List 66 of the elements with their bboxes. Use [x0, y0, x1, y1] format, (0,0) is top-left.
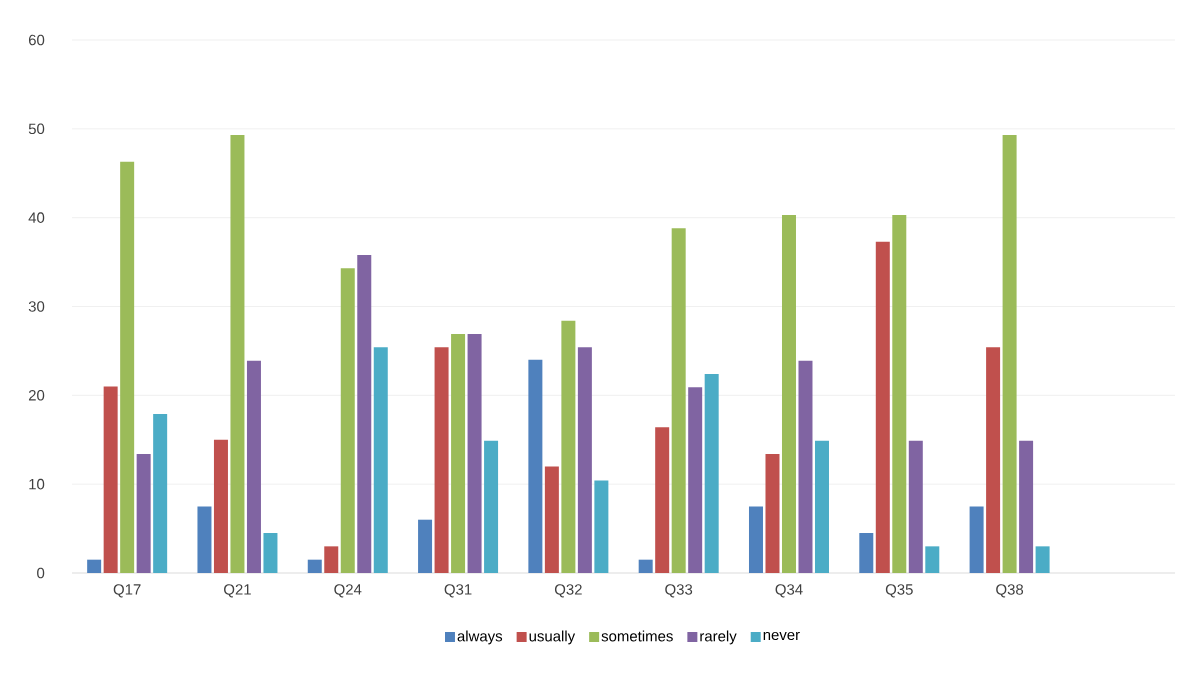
bar [688, 387, 703, 573]
bar [1035, 546, 1050, 573]
bar [814, 440, 829, 573]
legend-label: rarely [700, 630, 737, 645]
bar [892, 215, 907, 573]
bar [577, 347, 592, 573]
x-tick-label: Q31 [444, 584, 472, 598]
x-tick-label: Q35 [885, 584, 913, 598]
legend-label: never [763, 631, 800, 641]
bar [781, 215, 796, 573]
bar [246, 360, 261, 573]
y-tick-label: 10 [29, 478, 45, 490]
bar [1019, 440, 1034, 573]
bar [561, 320, 576, 573]
x-tick-label: Q32 [554, 584, 582, 598]
bar [1002, 135, 1017, 573]
bar [418, 519, 433, 573]
bar [340, 268, 355, 573]
bar [969, 506, 984, 573]
bar [638, 559, 653, 573]
bar [467, 334, 482, 573]
x-tick-label: Q21 [224, 584, 251, 598]
y-tick-label: 20 [28, 390, 45, 401]
bar [434, 347, 449, 573]
bar [986, 347, 1001, 573]
bar [908, 440, 923, 573]
y-tick-label: 40 [28, 212, 45, 223]
bar [671, 228, 686, 573]
bar [748, 506, 763, 573]
bar [451, 334, 466, 573]
x-tick-label: Q38 [996, 584, 1024, 598]
bar [357, 254, 372, 573]
bar [103, 386, 118, 573]
bar [925, 546, 940, 573]
y-tick-label: 0 [37, 567, 45, 579]
x-tick-label: Q33 [665, 584, 693, 598]
y-tick-label: 60 [28, 34, 45, 46]
bar [859, 533, 874, 573]
bar [544, 466, 559, 573]
bar [655, 427, 670, 573]
bar [594, 480, 609, 573]
bar [197, 506, 212, 573]
bar [87, 559, 102, 573]
bar [704, 374, 719, 573]
bar [263, 533, 278, 573]
bar [213, 439, 228, 573]
bar [230, 135, 245, 573]
bar [875, 241, 890, 573]
bar [484, 440, 499, 573]
bar [765, 453, 780, 573]
y-tick-label: 30 [28, 301, 45, 312]
y-tick-label: 50 [28, 123, 45, 135]
legend-label: sometimes [601, 630, 673, 642]
x-tick-label: Q34 [775, 584, 803, 598]
bar [153, 413, 168, 573]
legend-label: usually [529, 630, 576, 645]
bar [120, 161, 135, 573]
bar [798, 360, 813, 573]
bar [307, 559, 322, 573]
bar [136, 453, 151, 573]
x-tick-label: Q24 [334, 584, 362, 598]
bar [324, 546, 339, 573]
bar [373, 347, 388, 573]
legend-label: always [457, 630, 503, 645]
bar [528, 359, 543, 573]
x-tick-label: Q17 [113, 584, 141, 598]
